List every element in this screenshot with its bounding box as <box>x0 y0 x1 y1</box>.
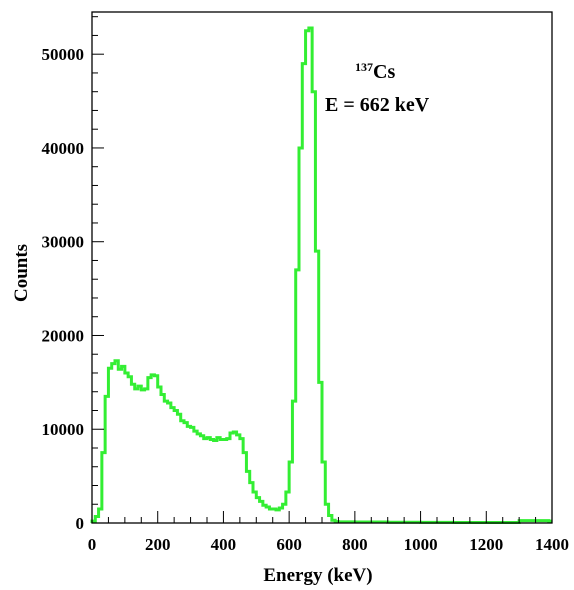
isotope-symbol: Cs <box>373 61 395 83</box>
y-tick-label: 10000 <box>42 420 85 439</box>
isotope-annotation: 137Cs <box>355 60 395 83</box>
plot-area <box>90 26 552 524</box>
x-tick-label: 400 <box>211 535 237 554</box>
x-axis-title: Energy (keV) <box>263 565 372 586</box>
isotope-mass-number: 137 <box>355 60 373 74</box>
x-tick-label: 200 <box>145 535 171 554</box>
y-axis-title: Counts <box>11 244 32 302</box>
x-tick-label: 600 <box>276 535 302 554</box>
y-tick-label: 40000 <box>42 139 85 158</box>
axes: 0 200 400 600 800 1000 1200 1400 0 10000 20000 3000… <box>42 11 569 554</box>
y-tick-label: 30000 <box>42 233 85 252</box>
energy-annotation: E = 662 keV <box>325 94 430 116</box>
x-tick-label: 0 <box>88 535 97 554</box>
spectrum-line <box>90 26 552 524</box>
y-tick-label: 50000 <box>42 45 85 64</box>
x-tick-label: 1000 <box>404 535 438 554</box>
x-tick-label: 800 <box>342 535 368 554</box>
y-tick-label: 0 <box>76 514 85 533</box>
x-tick-label: 1400 <box>535 535 569 554</box>
y-tick-label: 20000 <box>42 326 85 345</box>
x-tick-label: 1200 <box>469 535 503 554</box>
